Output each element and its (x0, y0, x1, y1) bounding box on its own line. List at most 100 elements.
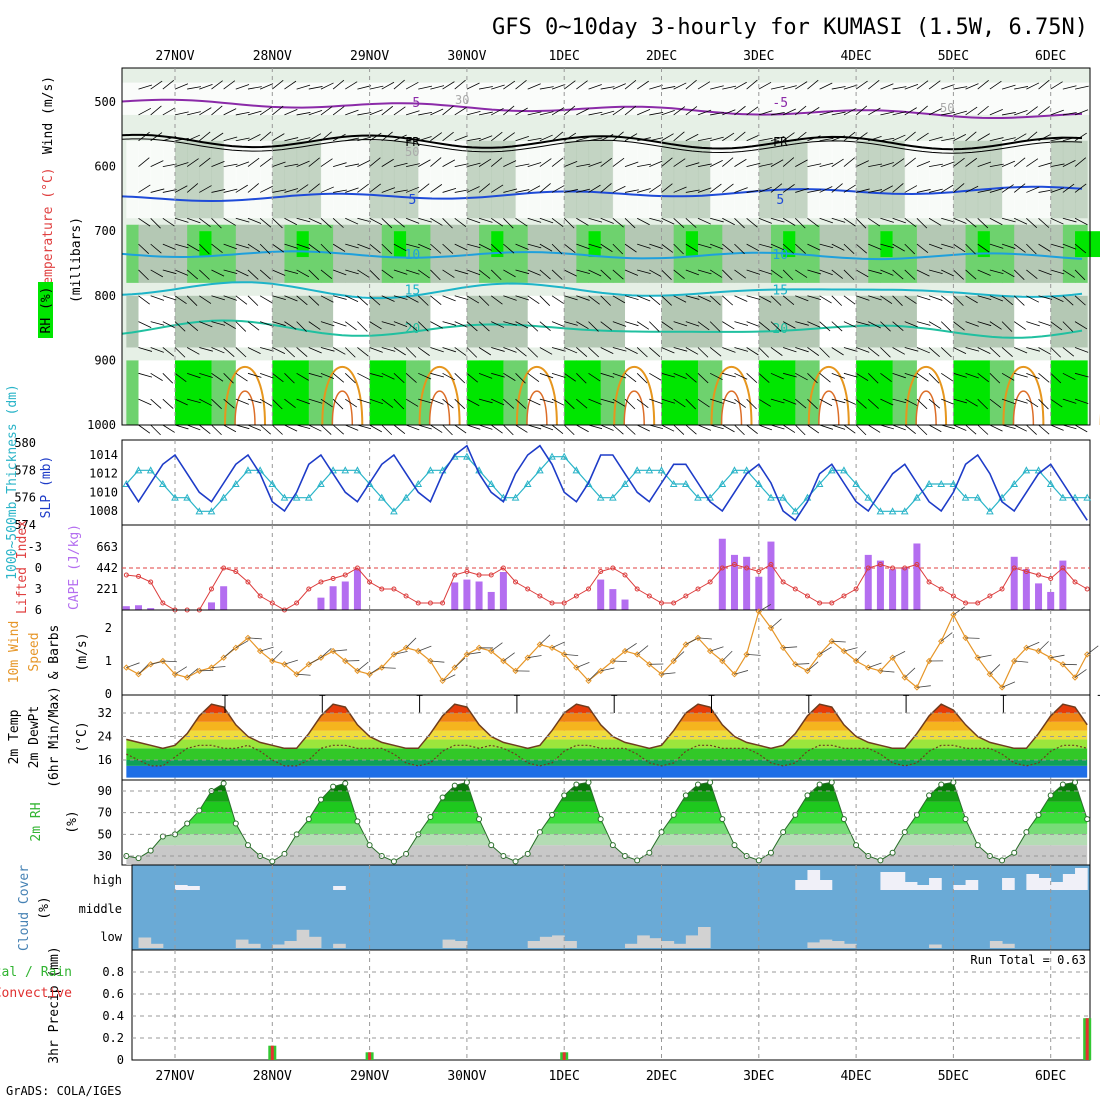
lifted-index-point (671, 600, 677, 606)
rh-low-cell (649, 360, 662, 425)
lifted-index-point (695, 586, 701, 592)
y-tick-label: 1000 (87, 418, 116, 432)
wind-barb (539, 398, 554, 404)
wind-barb (150, 372, 163, 381)
wind-barb (600, 667, 615, 672)
wind-barb (345, 217, 359, 225)
wind-barb (284, 108, 298, 116)
wind-barb (332, 321, 347, 327)
wind-barb (332, 373, 345, 383)
rh-cell (892, 224, 906, 283)
wind-barb (454, 79, 466, 90)
wind-speed-point (317, 654, 325, 661)
rh-mid-cell (272, 140, 285, 219)
wind-barb (259, 83, 274, 90)
rh-point (694, 781, 701, 788)
cape-bar (901, 567, 909, 610)
wind-barb (868, 80, 880, 90)
wind-barb (758, 217, 772, 224)
high-cloud-bar (807, 870, 821, 890)
thickness-point (609, 493, 617, 501)
wind-barb (174, 295, 187, 305)
rh-mid-cell (685, 140, 699, 219)
wind-barb (259, 398, 273, 407)
wind-barb (272, 650, 283, 662)
wind-barb (795, 131, 807, 142)
wind-barb (259, 269, 271, 280)
lifted-index-point (1084, 586, 1090, 592)
rh-low-cell (503, 360, 517, 425)
wind-barb (636, 347, 648, 358)
rh-cell (442, 295, 456, 348)
cape-bar (730, 554, 738, 610)
wind-barb (576, 108, 590, 116)
wind-barb (235, 347, 247, 358)
wind-barb (928, 398, 941, 409)
wind-barb (223, 373, 234, 384)
wind-speed-point (488, 647, 495, 655)
wind-barb (223, 269, 238, 274)
wind-barb (868, 662, 882, 668)
wind-barb (1062, 243, 1077, 250)
wind-barb (247, 86, 262, 90)
wind-barb (819, 110, 834, 116)
wind-barb (795, 663, 810, 665)
wind-barb (454, 657, 466, 668)
wind-barb (150, 398, 162, 409)
wind-barb (807, 424, 820, 434)
wind-barb (393, 650, 408, 655)
rh-mid-cell (965, 140, 979, 219)
cape-bar (135, 605, 143, 610)
convective-precip-bar (270, 1045, 274, 1060)
wind-barb (965, 83, 979, 90)
wind-barb (868, 217, 881, 227)
cape-bar (755, 576, 763, 610)
lifted-index-point (318, 579, 324, 585)
wind-barb (795, 159, 808, 167)
temp-band (126, 739, 1088, 749)
rh-low-cell (770, 360, 784, 425)
wind-barb (527, 655, 542, 659)
wind-barb (965, 157, 978, 167)
wind-barb (138, 84, 153, 90)
wind-barb (369, 85, 384, 90)
rh-cell (843, 295, 857, 348)
wind-barb (855, 347, 870, 353)
rh-axis-label-1: 2m RH (29, 802, 44, 841)
wind-barb (576, 321, 589, 330)
wind-barb (758, 424, 773, 431)
wind-barb (588, 184, 601, 193)
wind-barb (855, 424, 867, 436)
rh-point (707, 779, 714, 786)
bottom-day-label: 3DEC (743, 1069, 774, 1084)
wind-barb (868, 269, 882, 275)
rh-low-cell (381, 360, 395, 425)
wind-speed-point (390, 651, 398, 658)
wind-barb (916, 685, 931, 688)
wind-barb (223, 347, 235, 357)
wind-barb (1050, 373, 1062, 384)
wind-barb (661, 347, 675, 354)
wind-barb (527, 111, 542, 116)
wind-barb (746, 134, 760, 142)
temp-axis-label-4: (°C) (75, 721, 90, 752)
wind-barb (235, 161, 250, 167)
wind-barb (332, 106, 345, 116)
rh-cell (515, 224, 529, 283)
lifted-index-point (427, 600, 433, 606)
wind-barb (843, 217, 856, 227)
rh-mid-cell (892, 140, 906, 219)
rh-mid-cell (1062, 140, 1076, 219)
wind-barb (478, 111, 493, 116)
cape-bar (1047, 591, 1055, 610)
wind-barb (454, 373, 466, 384)
wind-barb (661, 372, 676, 378)
panel-frame (131, 949, 1091, 1061)
cape-bar (864, 554, 872, 610)
wind-barb (393, 162, 408, 167)
thickness-point (767, 493, 775, 501)
thickness-point (681, 479, 690, 487)
wind-barb (831, 269, 844, 279)
cape-bar (718, 538, 726, 610)
